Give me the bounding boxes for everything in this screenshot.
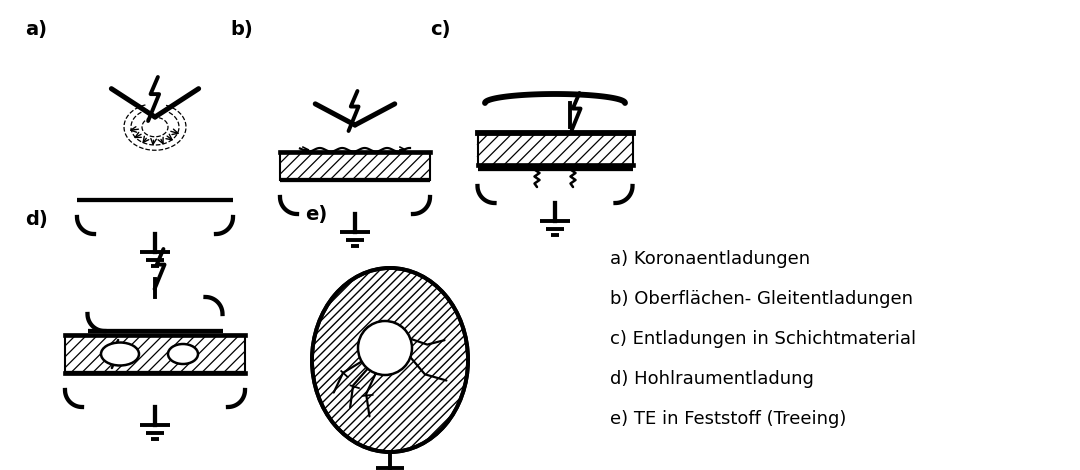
Ellipse shape: [168, 344, 198, 364]
Text: d) Hohlraumentladung: d) Hohlraumentladung: [610, 370, 814, 388]
Text: c) Entladungen in Schichtmaterial: c) Entladungen in Schichtmaterial: [610, 330, 916, 348]
Ellipse shape: [312, 268, 468, 452]
Bar: [280, 152, 430, 180]
Text: b) Oberflächen- Gleitentladungen: b) Oberflächen- Gleitentladungen: [610, 290, 913, 308]
Text: c): c): [430, 20, 450, 39]
Text: a) Koronaentladungen: a) Koronaentladungen: [610, 250, 810, 268]
Text: a): a): [25, 20, 48, 39]
Text: d): d): [25, 210, 48, 229]
Text: e): e): [305, 205, 327, 224]
Bar: [477, 133, 633, 165]
Text: b): b): [230, 20, 253, 39]
Text: e) TE in Feststoff (Treeing): e) TE in Feststoff (Treeing): [610, 410, 847, 428]
Bar: [65, 335, 245, 373]
Ellipse shape: [102, 343, 139, 366]
Circle shape: [357, 321, 411, 375]
